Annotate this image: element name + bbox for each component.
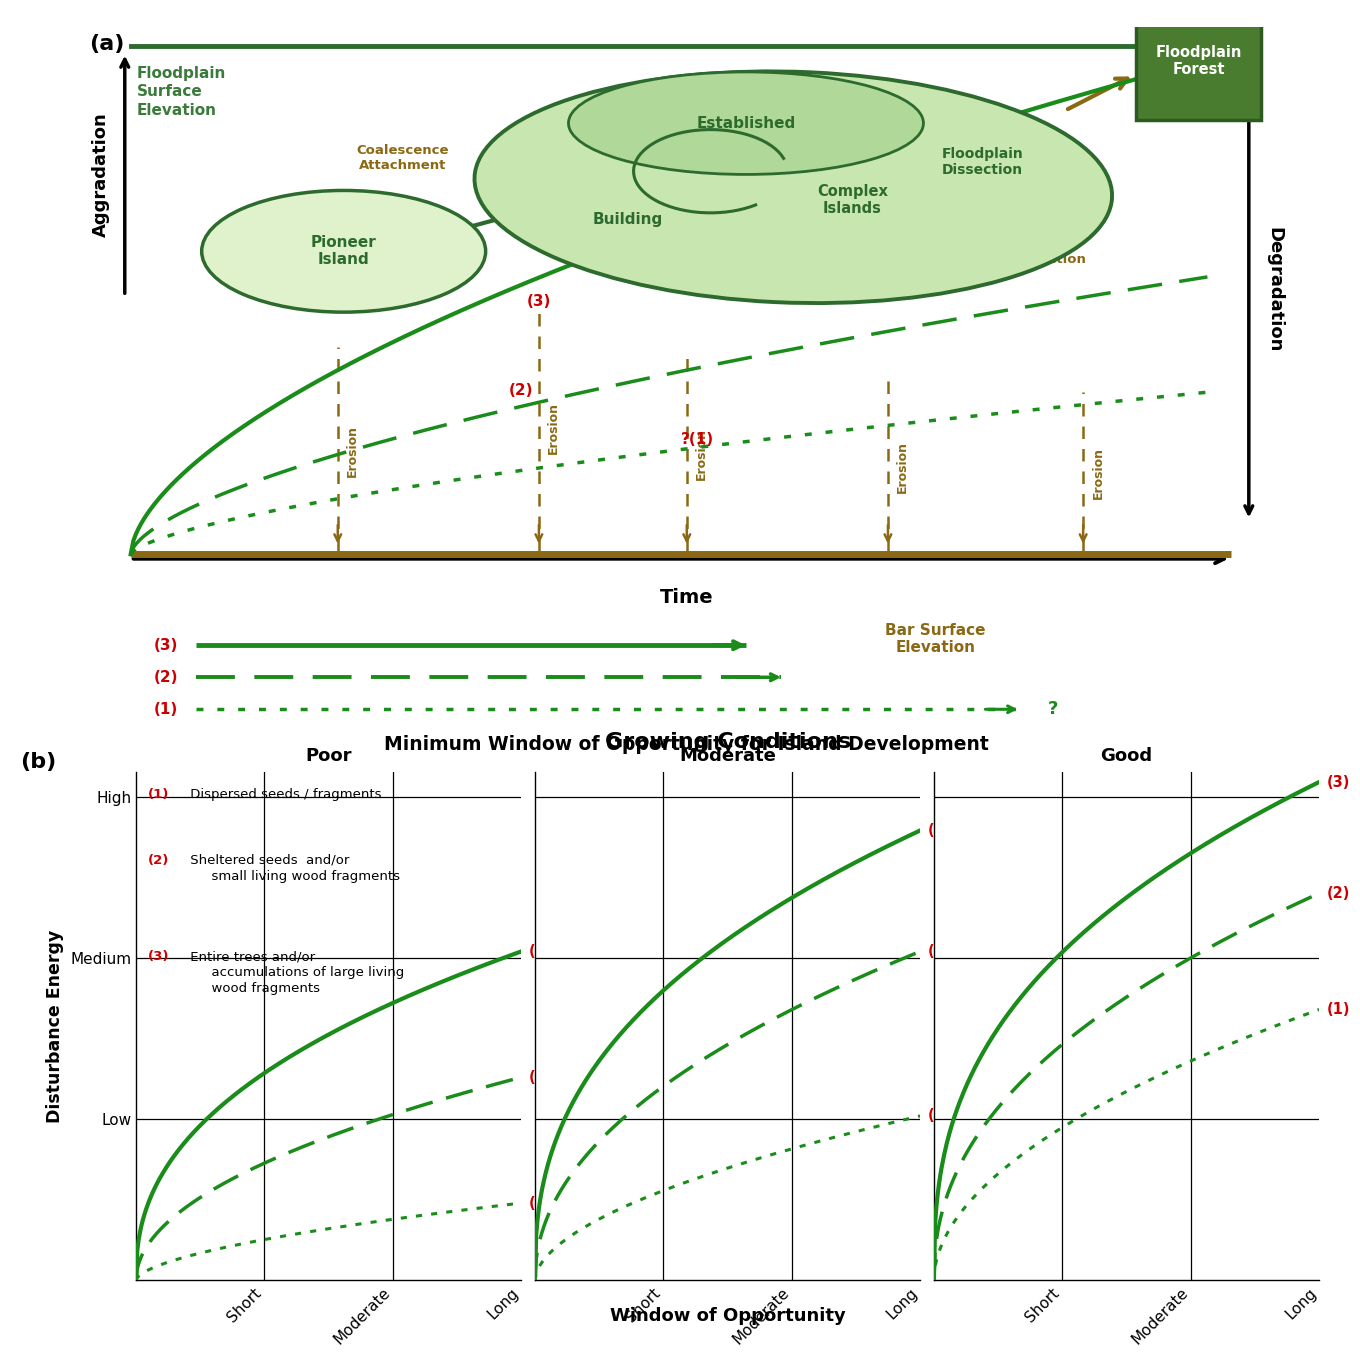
Text: (a): (a): [90, 34, 125, 53]
Text: Erosion: Erosion: [547, 402, 560, 454]
Text: Time: Time: [660, 588, 714, 607]
Text: (1): (1): [154, 702, 178, 717]
Text: Degradation: Degradation: [1266, 228, 1284, 352]
Text: Aggradation: Aggradation: [92, 112, 110, 237]
Text: (3): (3): [928, 822, 952, 837]
Text: ?(1): ?(1): [681, 432, 714, 447]
FancyBboxPatch shape: [1137, 1, 1261, 121]
Text: Building: Building: [593, 211, 662, 226]
Ellipse shape: [475, 72, 1112, 304]
Text: (1): (1): [1327, 1001, 1350, 1018]
Text: (2): (2): [154, 669, 178, 684]
Text: Growing Conditions: Growing Conditions: [605, 732, 850, 752]
Text: ?: ?: [1047, 701, 1058, 718]
Text: (1): (1): [147, 787, 169, 801]
Ellipse shape: [568, 72, 923, 175]
Text: (b): (b): [20, 752, 57, 772]
Title: Moderate: Moderate: [679, 747, 777, 766]
Text: (2): (2): [509, 382, 533, 397]
Text: (3): (3): [154, 638, 178, 653]
Text: Floodplain
Dissection: Floodplain Dissection: [941, 146, 1024, 176]
Text: Floodplain
Forest: Floodplain Forest: [1156, 45, 1242, 77]
Text: Pioneer
Island: Pioneer Island: [311, 234, 377, 267]
Text: Erosion: Erosion: [1092, 447, 1104, 499]
Y-axis label: Disturbance Energy: Disturbance Energy: [46, 930, 64, 1123]
Text: Established: Established: [696, 115, 796, 130]
Text: Complex
Islands: Complex Islands: [817, 184, 888, 217]
Title: Good: Good: [1100, 747, 1152, 766]
Text: Avulsion
Dissection: Avulsion Dissection: [1009, 238, 1087, 267]
Text: Erosion: Erosion: [695, 428, 709, 480]
Text: (2): (2): [1327, 886, 1350, 901]
Text: (1): (1): [928, 1108, 952, 1123]
Text: Coalescence
Attachment: Coalescence Attachment: [356, 145, 449, 172]
Text: Sheltered seeds  and/or
      small living wood fragments: Sheltered seeds and/or small living wood…: [186, 854, 400, 882]
Text: (3): (3): [529, 944, 552, 959]
Text: Erosion: Erosion: [345, 425, 359, 477]
Text: (2): (2): [928, 944, 952, 959]
Text: Dispersed seeds / fragments: Dispersed seeds / fragments: [186, 787, 382, 801]
Text: Floodplain
Surface
Elevation: Floodplain Surface Elevation: [136, 65, 226, 118]
Text: (1): (1): [529, 1195, 552, 1210]
Text: Minimum Window of Opportunity for Island Development: Minimum Window of Opportunity for Island…: [385, 734, 989, 753]
Text: Window of Opportunity: Window of Opportunity: [609, 1308, 846, 1325]
Text: Entire trees and/or
      accumulations of large living
      wood fragments: Entire trees and/or accumulations of lar…: [186, 950, 404, 995]
Text: (2): (2): [529, 1069, 552, 1085]
Text: Bar Surface
Elevation: Bar Surface Elevation: [885, 623, 986, 656]
Ellipse shape: [201, 191, 486, 312]
Text: (2): (2): [147, 854, 169, 867]
Text: (3): (3): [528, 294, 551, 309]
Text: (3): (3): [147, 950, 169, 963]
Text: (3): (3): [1327, 775, 1350, 790]
Text: Erosion: Erosion: [896, 440, 910, 493]
Title: Poor: Poor: [306, 747, 352, 766]
